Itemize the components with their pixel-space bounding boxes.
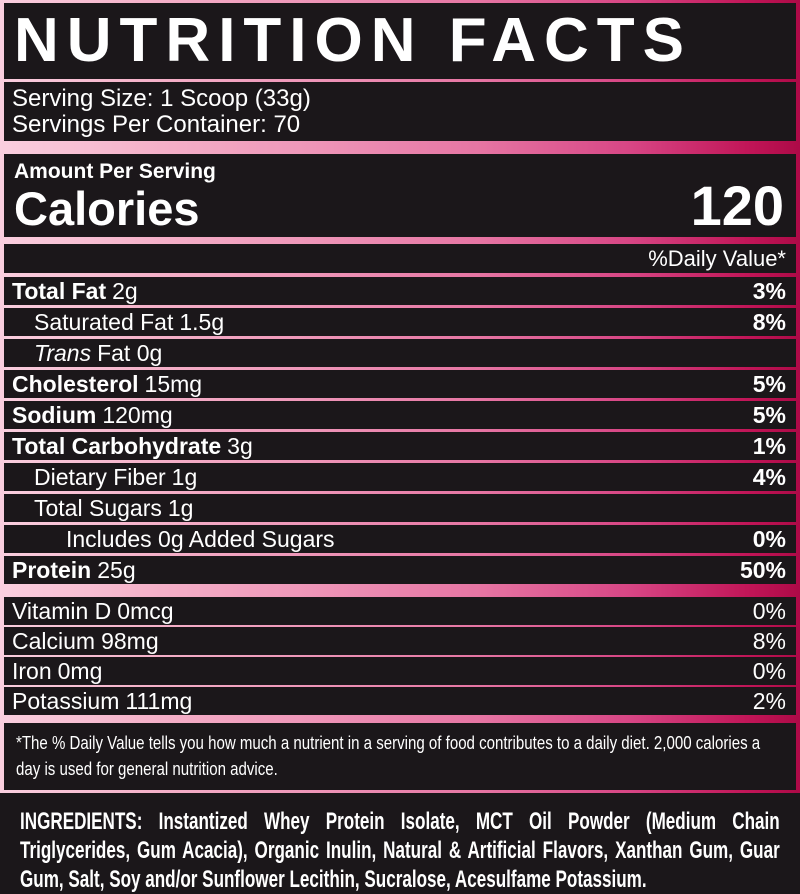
nutrient-amount: Fat 0g: [97, 339, 163, 366]
nutrient-amount: 25g: [97, 556, 136, 583]
nutrient-row-protein: Protein 25g 50%: [4, 556, 796, 584]
vitamin-name: Potassium: [12, 687, 120, 714]
nutrient-row-total-sugars: Total Sugars 1g: [4, 494, 796, 522]
vitamin-amount: 0mcg: [117, 597, 174, 624]
ingredients-section: INGREDIENTS: Instantized Whey Protein Is…: [0, 793, 800, 894]
serving-info: Serving Size: 1 Scoop (33g) Servings Per…: [4, 82, 796, 141]
footnote-text: *The % Daily Value tells you how much a …: [16, 733, 761, 779]
daily-value-header-text: %Daily Value*: [648, 245, 786, 271]
nutrient-amount: 1g: [167, 494, 194, 521]
nutrient-name: Dietary Fiber: [34, 463, 166, 490]
nutrient-daily-value: 1%: [752, 432, 786, 459]
footnote-section: *The % Daily Value tells you how much a …: [4, 723, 796, 790]
nutrient-amount: 2g: [112, 277, 138, 304]
vitamin-row-vitamin-d: Vitamin D 0mcg 0%: [4, 597, 796, 625]
amount-per-serving-label: Amount Per Serving: [14, 160, 216, 183]
nutrient-name: Trans: [34, 339, 92, 366]
label-gradient-frame: NUTRITION FACTS Serving Size: 1 Scoop (3…: [0, 0, 800, 793]
nutrient-amount: 120mg: [102, 401, 173, 428]
nutrient-row-cholesterol: Cholesterol 15mg 5%: [4, 370, 796, 398]
nutrient-amount: 3g: [227, 432, 253, 459]
nutrient-daily-value: 8%: [752, 308, 786, 335]
nutrient-name: Sodium: [12, 401, 97, 428]
ingredients-label: INGREDIENTS:: [20, 808, 143, 835]
vitamin-name: Calcium: [12, 627, 96, 654]
vitamin-daily-value: 2%: [752, 687, 786, 714]
nutrient-name: Total Sugars: [34, 494, 162, 521]
vitamin-amount: 111mg: [125, 687, 193, 714]
calories-row: Calories 120: [14, 174, 784, 237]
nutrient-daily-value: 5%: [752, 370, 786, 397]
nutrient-row-trans-fat: Trans Fat 0g: [4, 339, 796, 367]
vitamin-daily-value: 0%: [752, 657, 786, 684]
vitamin-row-potassium: Potassium 111mg 2%: [4, 687, 796, 715]
serving-size-line: Serving Size: 1 Scoop (33g): [12, 85, 311, 112]
nutrient-row-total-carbohydrate: Total Carbohydrate 3g 1%: [4, 432, 796, 460]
vitamin-amount: 0mg: [57, 657, 103, 684]
vitamin-amount: 98mg: [101, 627, 159, 654]
nutrient-name: Total Carbohydrate: [12, 432, 222, 459]
calories-value: 120: [690, 174, 784, 237]
vitamin-name: Iron: [12, 657, 52, 684]
nutrient-row-added-sugars: Includes 0g Added Sugars 0%: [4, 525, 796, 553]
nutrient-daily-value: 4%: [752, 463, 786, 490]
nutrient-name: Protein: [12, 556, 92, 583]
nutrient-name: Cholesterol: [12, 370, 139, 397]
daily-value-header: %Daily Value*: [4, 244, 796, 273]
vitamin-daily-value: 0%: [752, 597, 786, 624]
nutrient-amount: 15mg: [144, 370, 203, 397]
label-header: NUTRITION FACTS: [4, 3, 796, 79]
ingredients-text: Instantized Whey Protein Isolate, MCT Oi…: [20, 808, 780, 893]
vitamin-name: Vitamin D: [12, 597, 112, 624]
nutrient-daily-value: 3%: [752, 277, 786, 304]
nutrient-name: Saturated Fat: [34, 308, 174, 335]
nutrient-daily-value: 50%: [739, 556, 786, 583]
page-title: NUTRITION FACTS: [14, 6, 692, 75]
nutrient-amount: 1g: [171, 463, 198, 490]
vitamin-row-iron: Iron 0mg 0%: [4, 657, 796, 685]
nutrient-daily-value: 0%: [752, 525, 786, 552]
nutrient-row-sodium: Sodium 120mg 5%: [4, 401, 796, 429]
calories-label: Calories: [14, 182, 200, 235]
servings-per-container-line: Servings Per Container: 70: [12, 111, 301, 138]
vitamin-daily-value: 8%: [752, 627, 786, 654]
nutrient-name: Total Fat: [12, 277, 107, 304]
vitamin-row-calcium: Calcium 98mg 8%: [4, 627, 796, 655]
nutrient-row-dietary-fiber: Dietary Fiber 1g 4%: [4, 463, 796, 491]
nutrient-row-total-fat: Total Fat 2g 3%: [4, 277, 796, 305]
calories-section: Amount Per Serving Calories 120: [4, 154, 796, 237]
nutrient-daily-value: 5%: [752, 401, 786, 428]
nutrient-name: Includes 0g Added Sugars: [66, 525, 335, 552]
nutrient-row-saturated-fat: Saturated Fat 1.5g 8%: [4, 308, 796, 336]
nutrient-amount: 1.5g: [179, 308, 225, 335]
ingredients-paragraph: INGREDIENTS: Instantized Whey Protein Is…: [20, 807, 780, 894]
